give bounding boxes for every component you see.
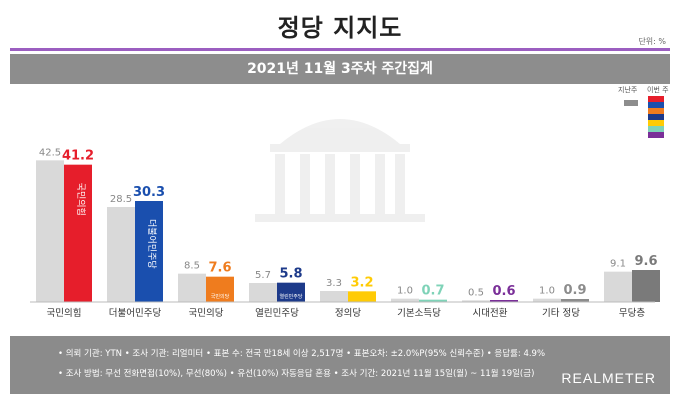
subtitle-bar: 2021년 11월 3주차 주간집계 xyxy=(10,54,670,84)
legend-cur-swatch-0 xyxy=(648,96,664,102)
bar-cur-2 xyxy=(206,276,234,302)
label-cur-6: 0.6 xyxy=(492,284,515,299)
x-tick-label-7: 기타 정당 xyxy=(542,308,580,319)
label-cur-2: 7.6 xyxy=(208,261,231,276)
bar-logo-0: 국민의힘 xyxy=(75,183,86,216)
bar-prev-3 xyxy=(249,283,277,302)
label-prev-2: 8.5 xyxy=(184,261,200,272)
label-prev-3: 5.7 xyxy=(255,270,271,281)
chart-title: 정당 지지도 xyxy=(277,14,403,42)
label-prev-5: 1.0 xyxy=(397,286,413,297)
x-tick-label-0: 국민의힘 xyxy=(47,308,82,319)
label-cur-0: 41.2 xyxy=(62,149,94,164)
bar-cur-8 xyxy=(632,270,660,302)
label-prev-7: 1.0 xyxy=(539,286,555,297)
legend-cur-swatch-5 xyxy=(648,126,664,132)
legend-prev-label: 지난주 xyxy=(618,85,638,94)
bar-prev-0 xyxy=(36,160,64,302)
label-prev-4: 3.3 xyxy=(326,278,342,289)
label-prev-1: 28.5 xyxy=(110,194,132,205)
footer-line-2: • 조사 방법: 무선 전화면접(10%), 무선(80%) • 유선(10%)… xyxy=(58,369,535,379)
x-tick-label-1: 더불어민주당 xyxy=(109,308,162,319)
label-cur-1: 30.3 xyxy=(133,185,165,200)
bar-prev-4 xyxy=(320,291,348,302)
x-tick-label-4: 정의당 xyxy=(335,308,361,319)
bar-logo-2: 국민의당 xyxy=(211,293,230,300)
bar-chart: 지난주 이번 주 42.5 41.2 국민의힘 28.5 30.3 더불어민주당 8.5 7.… xyxy=(30,85,669,319)
bar-cur-7 xyxy=(561,299,589,302)
bar-cur-0 xyxy=(64,164,92,302)
label-cur-8: 9.6 xyxy=(634,254,657,269)
bar-logo-1: 더불어민주당 xyxy=(146,219,157,269)
unit-label: 단위: % xyxy=(638,37,666,46)
legend-cur-swatch-1 xyxy=(648,102,664,108)
bar-cur-3 xyxy=(277,282,305,302)
brand-logo: REALMETER xyxy=(561,370,656,386)
survey-info-footer: • 의뢰 기관: YTN • 조사 기관: 리얼미터 • 표본 수: 전국 만1… xyxy=(10,336,670,394)
label-cur-5: 0.7 xyxy=(421,284,444,299)
x-tick-label-5: 기본소득당 xyxy=(397,308,441,319)
label-prev-0: 42.5 xyxy=(39,147,61,158)
bar-prev-1 xyxy=(107,207,135,302)
x-tick-label-2: 국민의당 xyxy=(189,308,224,319)
legend-cur-swatch-6 xyxy=(648,132,664,138)
bar-prev-2 xyxy=(178,273,206,302)
label-prev-8: 9.1 xyxy=(610,259,626,270)
bar-prev-7 xyxy=(533,298,561,302)
label-cur-3: 5.8 xyxy=(279,267,302,282)
label-cur-7: 0.9 xyxy=(563,283,586,298)
bar-cur-1 xyxy=(135,201,163,302)
legend-cur-swatch-2 xyxy=(648,108,664,114)
legend-cur-swatch-3 xyxy=(648,114,664,120)
x-tick-label-6: 시대전환 xyxy=(473,307,508,319)
footer-line-1: • 의뢰 기관: YTN • 조사 기관: 리얼미터 • 표본 수: 전국 만1… xyxy=(58,349,546,359)
legend-cur-label: 이번 주 xyxy=(647,85,669,94)
legend: 지난주 이번 주 xyxy=(618,85,669,138)
legend-cur-swatch-4 xyxy=(648,120,664,126)
x-tick-label-8: 무당층 xyxy=(619,308,645,319)
bar-cur-4 xyxy=(348,291,376,302)
bar-prev-5 xyxy=(391,298,419,302)
bar-cur-6 xyxy=(490,300,518,302)
bar-prev-8 xyxy=(604,271,632,302)
bar-cur-5 xyxy=(419,299,447,302)
title-divider xyxy=(10,48,670,51)
legend-prev-swatch xyxy=(624,100,638,106)
background-watermark xyxy=(255,119,425,222)
x-tick-label-3: 열린민주당 xyxy=(255,308,299,319)
bar-logo-3: 열린민주당 xyxy=(279,293,302,300)
label-prev-6: 0.5 xyxy=(468,287,484,298)
bar-prev-6 xyxy=(462,300,490,302)
label-cur-4: 3.2 xyxy=(350,275,373,290)
